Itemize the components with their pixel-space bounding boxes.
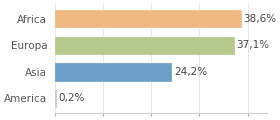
Text: 38,6%: 38,6%	[243, 14, 276, 24]
Bar	[55, 90, 56, 107]
Bar	[55, 37, 234, 54]
Text: 0,2%: 0,2%	[58, 93, 85, 103]
Bar	[55, 10, 241, 27]
Bar	[55, 63, 171, 81]
Text: 37,1%: 37,1%	[236, 40, 269, 50]
Text: 24,2%: 24,2%	[174, 67, 207, 77]
